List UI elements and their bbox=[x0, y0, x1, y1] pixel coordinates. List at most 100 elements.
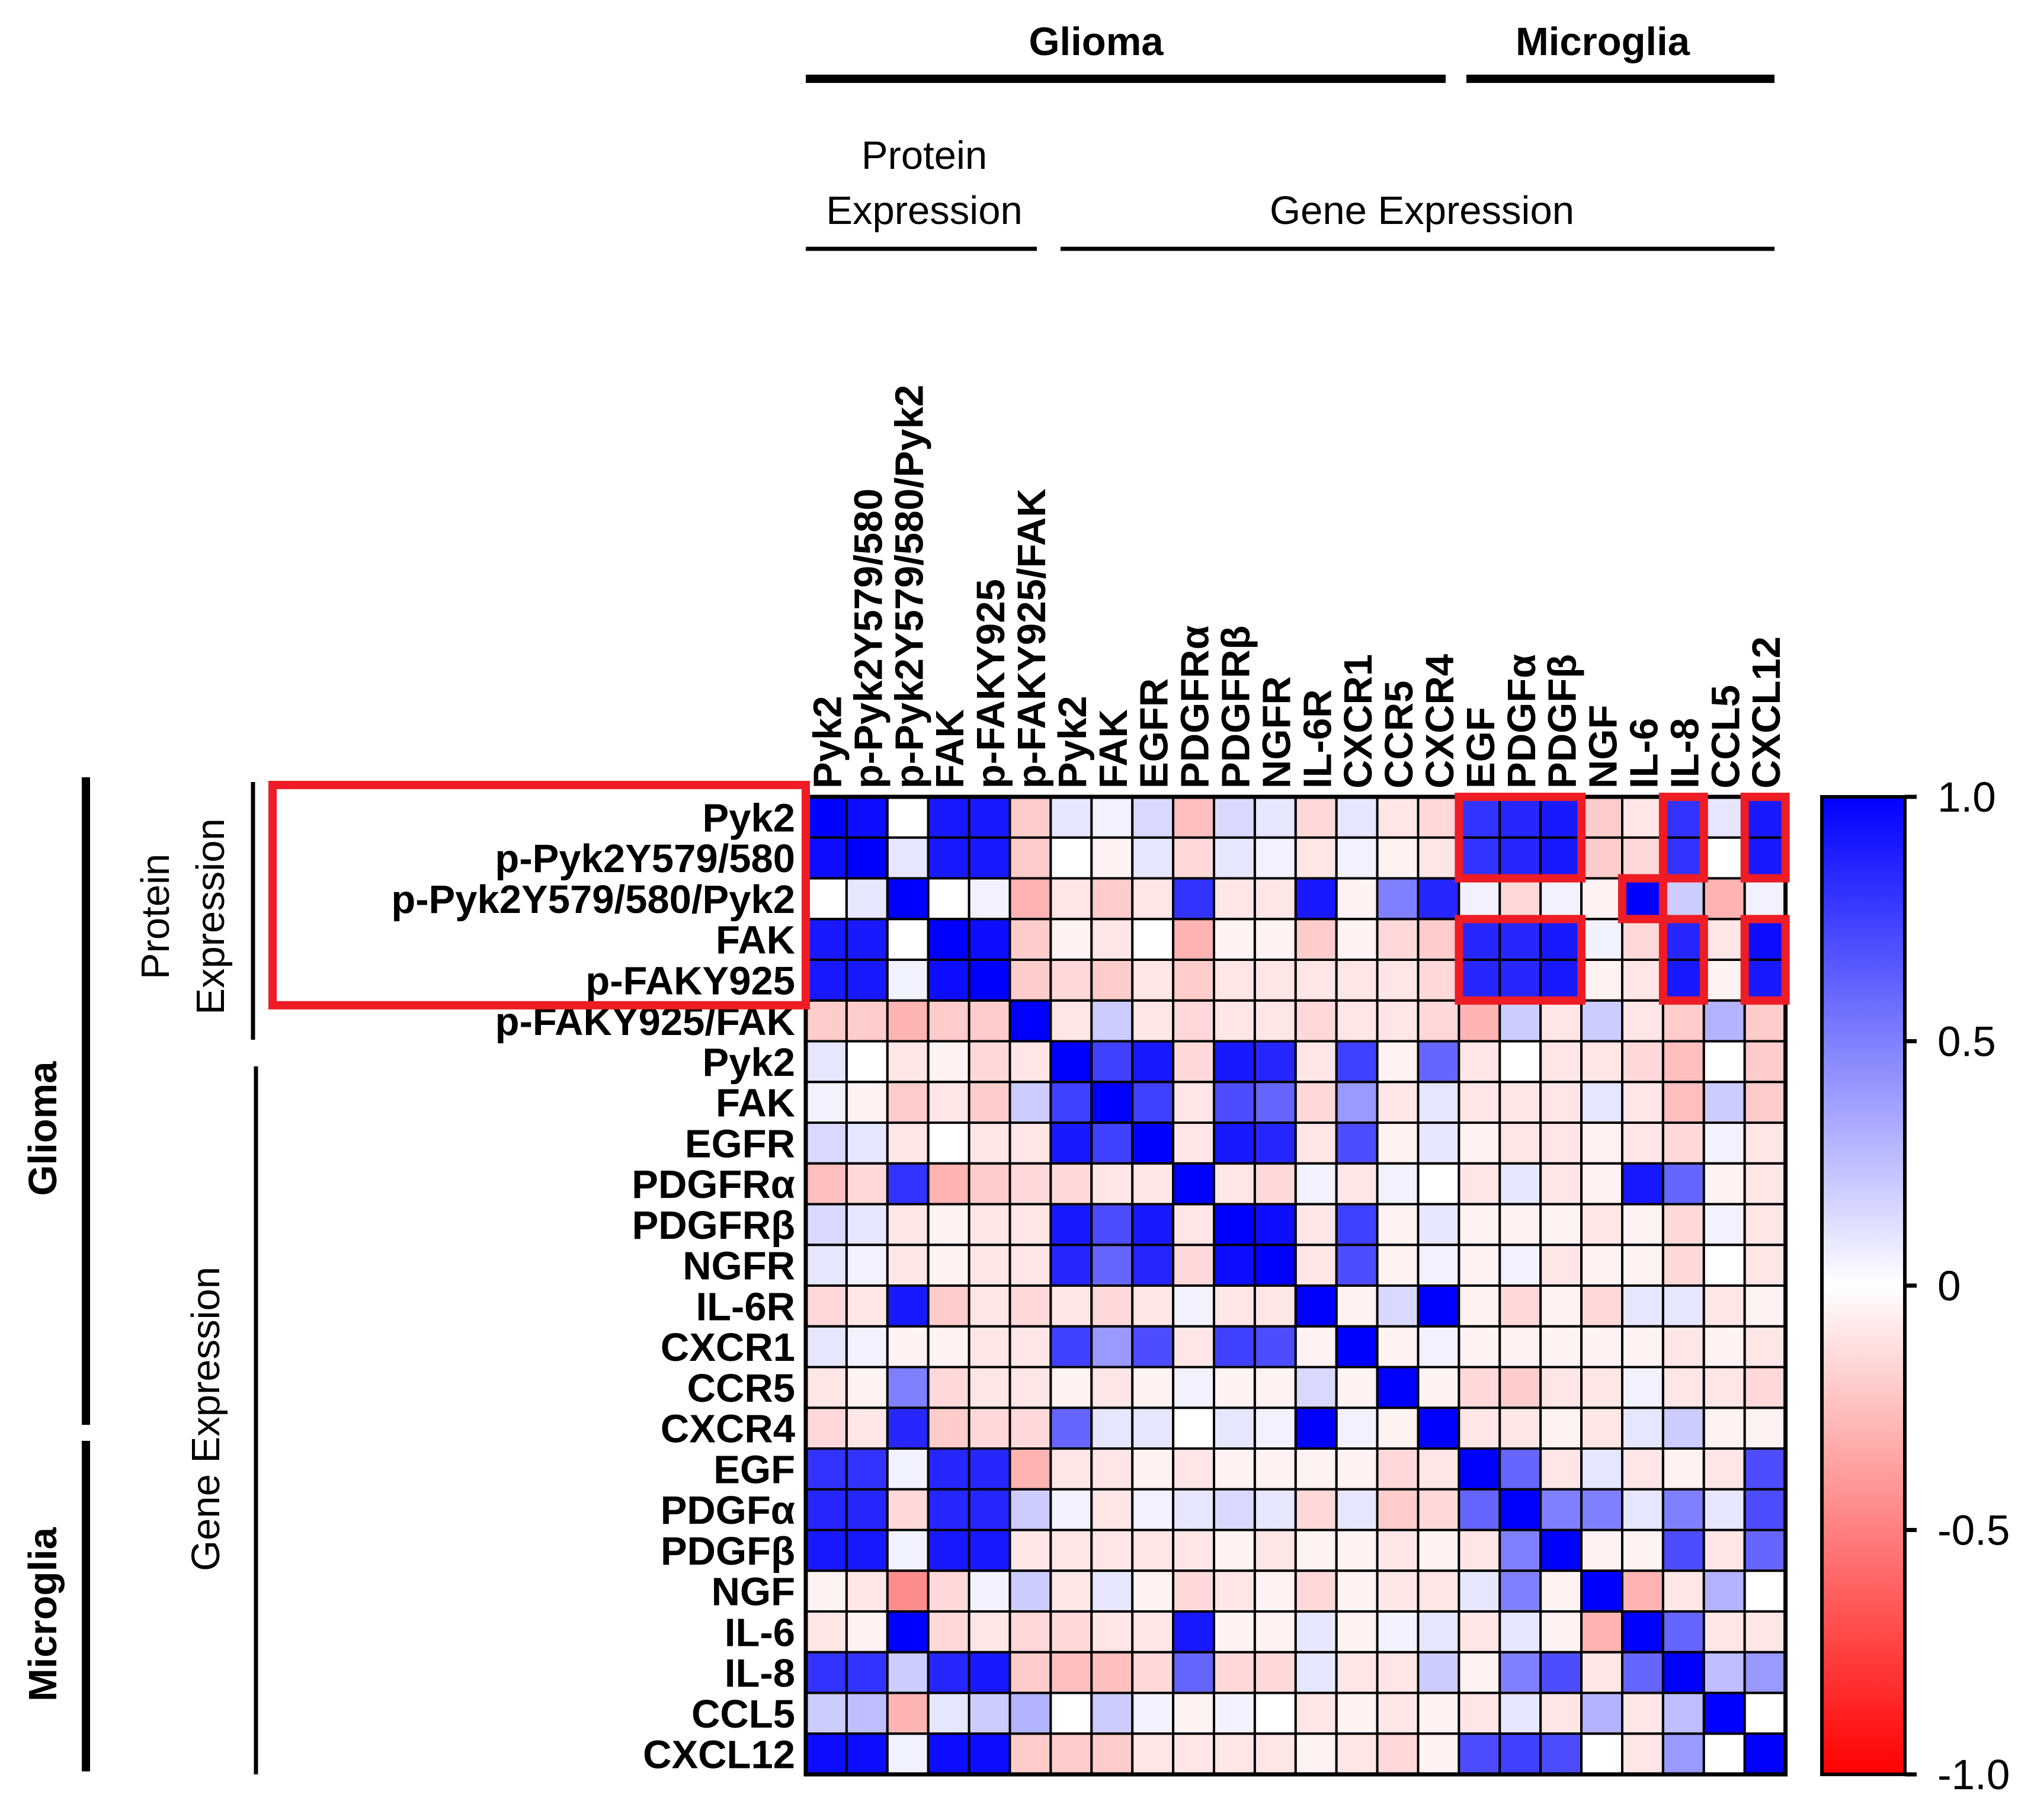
heatmap-cell-r11-c17 bbox=[1498, 1244, 1542, 1287]
heatmap-cell-r11-c1 bbox=[845, 1244, 889, 1287]
heatmap-cell-r0-c20 bbox=[1621, 796, 1664, 839]
heatmap-cell-r15-c8 bbox=[1131, 1406, 1175, 1450]
heatmap-cell-r10-c10 bbox=[1213, 1203, 1256, 1247]
heatmap-cell-r11-c12 bbox=[1294, 1244, 1338, 1287]
heatmap-cell-r11-c13 bbox=[1335, 1244, 1379, 1287]
heatmap-cell-r10-c0 bbox=[805, 1203, 848, 1247]
heatmap-cell-r10-c2 bbox=[886, 1203, 930, 1247]
column-label: PDGFβ bbox=[1540, 654, 1585, 789]
heatmap-cell-r2-c10 bbox=[1213, 877, 1256, 921]
heatmap-cell-r8-c0 bbox=[805, 1122, 848, 1165]
heatmap-cell-r8-c5 bbox=[1008, 1122, 1052, 1165]
heatmap-cell-r8-c15 bbox=[1417, 1122, 1460, 1165]
heatmap-cell-r19-c7 bbox=[1090, 1569, 1134, 1613]
heatmap-cell-r19-c13 bbox=[1335, 1569, 1379, 1613]
heatmap-cell-r12-c3 bbox=[927, 1284, 970, 1328]
heatmap-cell-r17-c9 bbox=[1172, 1488, 1215, 1531]
heatmap-cell-r5-c22 bbox=[1702, 999, 1746, 1043]
heatmap-cell-r15-c3 bbox=[927, 1406, 970, 1450]
heatmap-cell-r2-c1 bbox=[845, 877, 889, 921]
heatmap-cell-r1-c18 bbox=[1539, 836, 1583, 880]
heatmap-cell-r7-c1 bbox=[845, 1081, 889, 1124]
heatmap-cell-r12-c22 bbox=[1702, 1284, 1746, 1328]
heatmap-cell-r4-c0 bbox=[805, 959, 848, 1002]
heatmap-cell-r10-c6 bbox=[1049, 1203, 1093, 1247]
heatmap-cell-r11-c7 bbox=[1090, 1244, 1134, 1287]
heatmap-cell-r19-c16 bbox=[1458, 1569, 1501, 1613]
highlight-box bbox=[1658, 915, 1708, 1005]
heatmap-cell-r2-c23 bbox=[1743, 877, 1787, 921]
heatmap-cell-r23-c9 bbox=[1172, 1732, 1215, 1776]
heatmap-cell-r19-c10 bbox=[1213, 1569, 1256, 1613]
heatmap-cell-r16-c23 bbox=[1743, 1447, 1787, 1491]
heatmap-cell-r12-c23 bbox=[1743, 1284, 1787, 1328]
heatmap-cell-r5-c18 bbox=[1539, 999, 1583, 1043]
heatmap-cell-r19-c12 bbox=[1294, 1569, 1338, 1613]
heatmap-cell-r17-c1 bbox=[845, 1488, 889, 1531]
heatmap-cell-r10-c13 bbox=[1335, 1203, 1379, 1247]
heatmap-cell-r11-c6 bbox=[1049, 1244, 1093, 1287]
row-labels: Pyk2p-Pyk2Y579/580p-Pyk2Y579/580/Pyk2FAK… bbox=[391, 796, 795, 1777]
heatmap-cell-r3-c1 bbox=[845, 918, 889, 962]
heatmap-cell-r2-c19 bbox=[1580, 877, 1624, 921]
heatmap-cell-r0-c2 bbox=[886, 796, 930, 839]
heatmap-cell-r18-c18 bbox=[1539, 1529, 1583, 1572]
heatmap-cell-r11-c21 bbox=[1661, 1244, 1705, 1287]
heatmap-cell-r3-c4 bbox=[968, 918, 1011, 962]
row-label: CXCL12 bbox=[643, 1733, 795, 1777]
heatmap-cell-r0-c0 bbox=[805, 796, 848, 839]
row-label: CCR5 bbox=[687, 1366, 795, 1411]
column-label: FAK bbox=[1091, 709, 1136, 789]
heatmap-cell-r21-c19 bbox=[1580, 1651, 1624, 1694]
heatmap-cell-r21-c12 bbox=[1294, 1651, 1338, 1694]
heatmap-cell-r14-c10 bbox=[1213, 1366, 1256, 1409]
heatmap-cell-r21-c15 bbox=[1417, 1651, 1460, 1694]
heatmap-cell-r3-c0 bbox=[805, 918, 848, 962]
heatmap-cell-r21-c9 bbox=[1172, 1651, 1215, 1694]
heatmap-cell-r7-c0 bbox=[805, 1081, 848, 1124]
heatmap-cell-r22-c3 bbox=[927, 1691, 970, 1735]
column-label: PDGFRα bbox=[1173, 625, 1218, 789]
heatmap-cell-r17-c17 bbox=[1498, 1488, 1542, 1531]
heatmap-cell-r17-c13 bbox=[1335, 1488, 1379, 1531]
heatmap-cell-r23-c16 bbox=[1458, 1732, 1501, 1776]
heatmap-cell-r4-c22 bbox=[1702, 959, 1746, 1002]
heatmap-cell-r2-c15 bbox=[1417, 877, 1460, 921]
heatmap-cell-r0-c6 bbox=[1049, 796, 1093, 839]
heatmap-cell-r18-c22 bbox=[1702, 1529, 1746, 1572]
heatmap-cell-r10-c4 bbox=[968, 1203, 1011, 1247]
heatmap-cell-r0-c13 bbox=[1335, 796, 1379, 839]
heatmap-cell-r9-c6 bbox=[1049, 1162, 1093, 1206]
row-label: PDGFα bbox=[661, 1488, 795, 1533]
heatmap-cell-r17-c3 bbox=[927, 1488, 970, 1531]
highlight-box bbox=[1618, 874, 1667, 924]
heatmap-cell-r8-c7 bbox=[1090, 1122, 1134, 1165]
heatmap-cell-r0-c16 bbox=[1458, 796, 1501, 839]
top-subgroup-title-gene: Gene Expression bbox=[1270, 188, 1574, 233]
heatmap-cell-r19-c5 bbox=[1008, 1569, 1052, 1613]
heatmap-cell-r20-c2 bbox=[886, 1610, 930, 1654]
heatmap-cell-r4-c11 bbox=[1253, 959, 1297, 1002]
heatmap-cell-r10-c16 bbox=[1458, 1203, 1501, 1247]
heatmap-cell-r5-c14 bbox=[1376, 999, 1420, 1043]
heatmap-cell-r6-c0 bbox=[805, 1040, 848, 1084]
heatmap-cell-r18-c14 bbox=[1376, 1529, 1420, 1572]
row-label: PDGFβ bbox=[661, 1529, 795, 1574]
heatmap-cell-r14-c22 bbox=[1702, 1366, 1746, 1409]
heatmap-cell-r3-c13 bbox=[1335, 918, 1379, 962]
heatmap-cell-r11-c8 bbox=[1131, 1244, 1175, 1287]
heatmap-cell-r21-c18 bbox=[1539, 1651, 1583, 1694]
highlight-box bbox=[268, 781, 810, 1010]
colorbar-tick-label: 0.5 bbox=[1937, 1019, 1996, 1066]
heatmap-cell-r22-c2 bbox=[886, 1691, 930, 1735]
heatmap-cell-r22-c5 bbox=[1008, 1691, 1052, 1735]
heatmap-cell-r23-c22 bbox=[1702, 1732, 1746, 1776]
column-label: CCR5 bbox=[1377, 681, 1421, 789]
heatmap-cell-r11-c23 bbox=[1743, 1244, 1787, 1287]
heatmap-cell-r21-c4 bbox=[968, 1651, 1011, 1694]
highlight-boxes bbox=[268, 781, 1790, 1010]
heatmap-cell-r4-c20 bbox=[1621, 959, 1664, 1002]
heatmap-cell-r20-c12 bbox=[1294, 1610, 1338, 1654]
column-label: Pyk2 bbox=[1050, 696, 1095, 789]
heatmap-cell-r18-c13 bbox=[1335, 1529, 1379, 1572]
